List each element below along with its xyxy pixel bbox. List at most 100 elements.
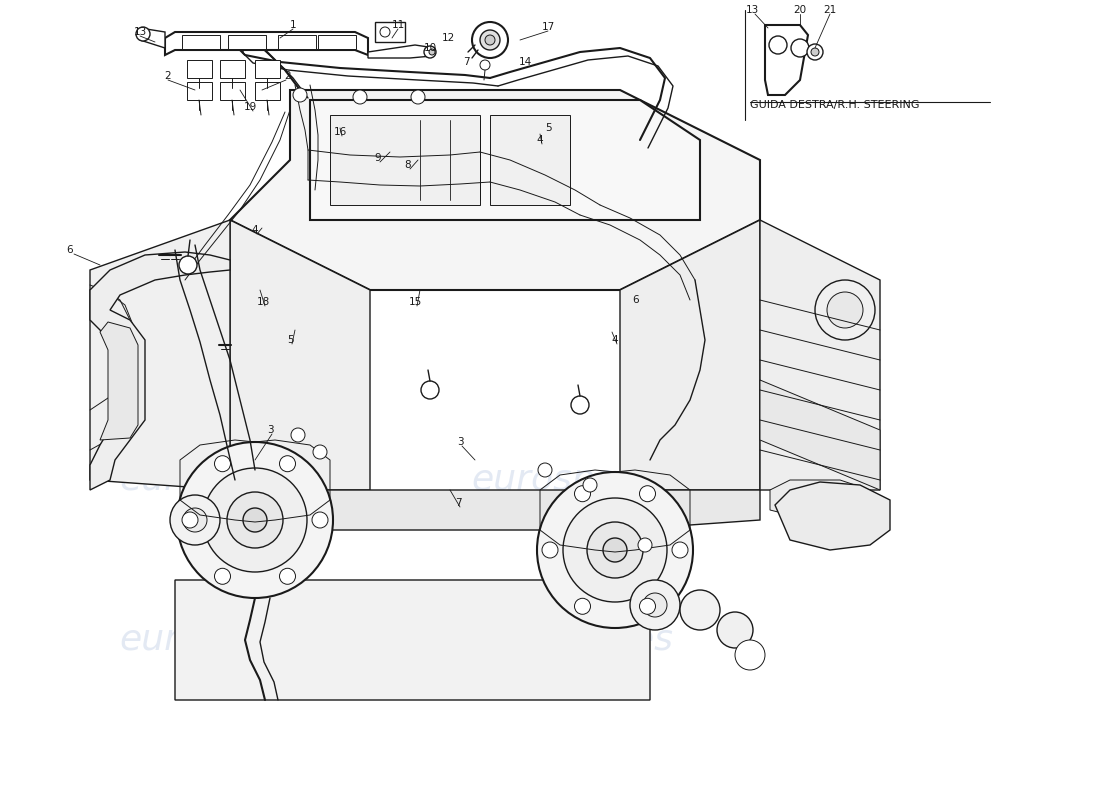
Bar [220, 82, 245, 100]
Circle shape [279, 568, 296, 584]
Circle shape [292, 428, 305, 442]
Circle shape [379, 27, 390, 37]
Circle shape [136, 27, 150, 41]
Circle shape [182, 512, 198, 528]
Text: 13: 13 [746, 5, 759, 15]
Circle shape [639, 598, 656, 614]
Text: eurospares: eurospares [119, 463, 321, 497]
Polygon shape [310, 100, 700, 220]
Bar [187, 60, 212, 78]
Bar [187, 82, 212, 100]
Circle shape [574, 598, 591, 614]
Circle shape [603, 538, 627, 562]
Circle shape [717, 612, 754, 648]
Circle shape [583, 478, 597, 492]
Text: 1: 1 [289, 20, 296, 30]
Text: 17: 17 [541, 22, 554, 32]
Circle shape [672, 542, 688, 558]
Text: 4: 4 [537, 135, 543, 145]
Text: 10: 10 [424, 43, 437, 53]
Circle shape [421, 381, 439, 399]
Text: 12: 12 [441, 33, 454, 43]
Text: 20: 20 [793, 5, 806, 15]
Bar [255, 60, 280, 78]
Bar [255, 82, 280, 100]
Circle shape [227, 492, 283, 548]
Circle shape [571, 396, 588, 414]
Circle shape [411, 90, 425, 104]
Circle shape [542, 542, 558, 558]
Text: 3: 3 [266, 425, 273, 435]
Circle shape [537, 472, 693, 628]
Bar [278, 35, 316, 49]
Circle shape [424, 46, 436, 58]
Text: 11: 11 [392, 20, 405, 30]
Circle shape [472, 22, 508, 58]
Circle shape [480, 60, 490, 70]
Polygon shape [100, 322, 138, 440]
Circle shape [429, 49, 434, 55]
Bar [220, 60, 245, 78]
Circle shape [485, 35, 495, 45]
Circle shape [293, 88, 307, 102]
Bar [228, 35, 266, 49]
Polygon shape [230, 490, 760, 530]
Circle shape [735, 640, 764, 670]
Text: 14: 14 [518, 57, 531, 67]
Circle shape [791, 39, 808, 57]
Text: 9: 9 [375, 153, 382, 163]
Text: 8: 8 [405, 160, 411, 170]
Bar [490, 115, 570, 205]
Circle shape [769, 36, 786, 54]
Circle shape [214, 568, 231, 584]
Circle shape [638, 538, 652, 552]
Text: 4: 4 [252, 225, 258, 235]
Circle shape [680, 590, 720, 630]
Circle shape [815, 280, 875, 340]
Text: 7: 7 [463, 57, 470, 67]
Polygon shape [368, 45, 434, 58]
Text: 7: 7 [454, 498, 461, 508]
Circle shape [312, 512, 328, 528]
Bar [330, 115, 480, 205]
Circle shape [214, 456, 231, 472]
Circle shape [204, 468, 307, 572]
Circle shape [177, 442, 333, 598]
Circle shape [811, 48, 819, 56]
Text: 4: 4 [612, 335, 618, 345]
Text: 13: 13 [133, 27, 146, 37]
Text: 21: 21 [824, 5, 837, 15]
Circle shape [563, 498, 667, 602]
Text: eurospares: eurospares [119, 623, 321, 657]
Polygon shape [90, 252, 230, 490]
Circle shape [314, 445, 327, 459]
Circle shape [827, 292, 864, 328]
Text: 15: 15 [408, 297, 421, 307]
Polygon shape [230, 90, 760, 290]
Circle shape [179, 256, 197, 274]
Circle shape [639, 486, 656, 502]
Circle shape [644, 593, 667, 617]
Polygon shape [764, 25, 808, 95]
Text: eurospares: eurospares [471, 623, 673, 657]
Circle shape [538, 463, 552, 477]
Text: eurospares: eurospares [471, 463, 673, 497]
Polygon shape [140, 28, 165, 48]
Polygon shape [770, 480, 870, 520]
Polygon shape [175, 580, 650, 700]
Text: 16: 16 [333, 127, 346, 137]
Circle shape [353, 90, 367, 104]
Text: 2: 2 [165, 71, 172, 81]
Text: GUIDA DESTRA/R.H. STEERING: GUIDA DESTRA/R.H. STEERING [750, 100, 920, 110]
Bar [182, 35, 220, 49]
Text: 2: 2 [285, 71, 292, 81]
Circle shape [574, 486, 591, 502]
Polygon shape [620, 220, 760, 490]
Text: 3: 3 [456, 437, 463, 447]
Bar [375, 22, 405, 42]
Polygon shape [776, 482, 890, 550]
Text: 5: 5 [287, 335, 294, 345]
Circle shape [170, 495, 220, 545]
Text: 6: 6 [67, 245, 74, 255]
Circle shape [807, 44, 823, 60]
